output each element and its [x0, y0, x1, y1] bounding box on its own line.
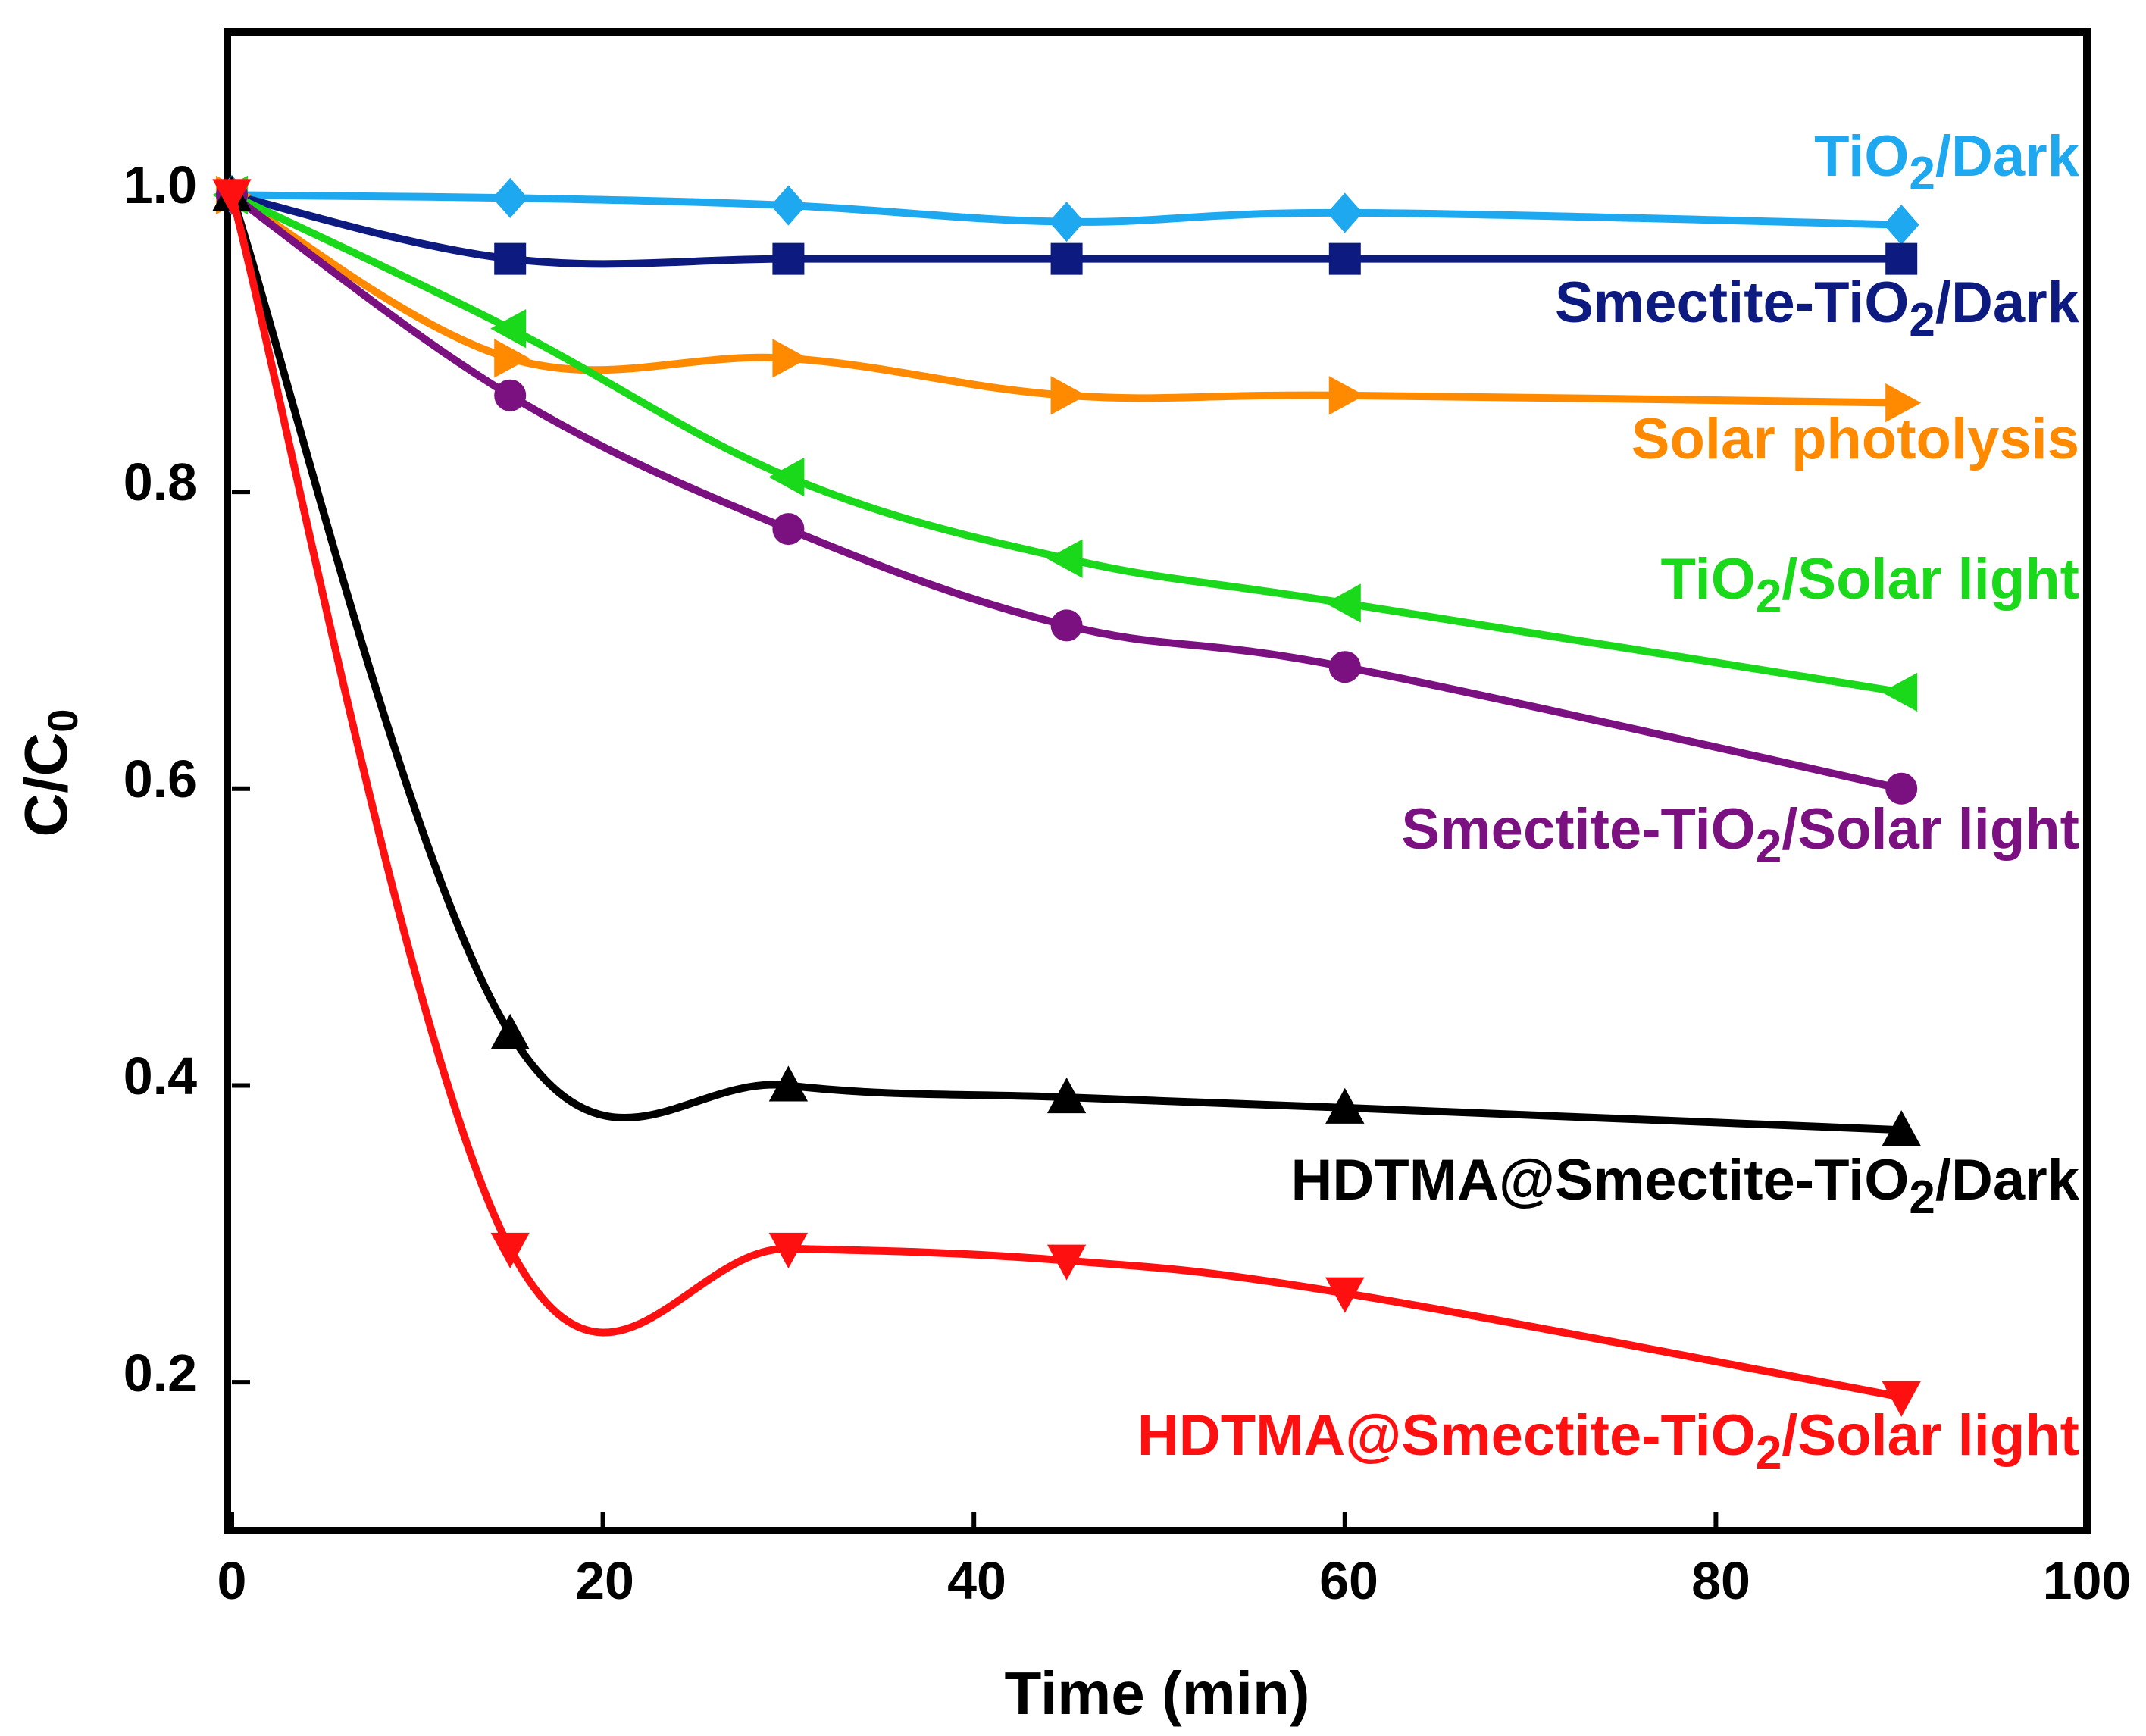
x-tick-label: 100 [2043, 1551, 2132, 1610]
x-tick-label: 80 [1691, 1551, 1750, 1610]
data-point [492, 177, 528, 218]
data-point [1883, 205, 1919, 246]
x-tick-label: 0 [217, 1551, 247, 1610]
series-label-tio2-dark: TiO2/Dark [1814, 124, 2080, 200]
series-label-hdtma-solar-light: HDTMA@Smectite-TiO2/Solar light [1137, 1403, 2079, 1479]
data-point [1882, 672, 1918, 712]
data-point [768, 1065, 809, 1102]
data-point [1050, 609, 1083, 642]
series-label-smectite-tio2-dark: Smectite-TiO2/Dark [1555, 271, 2080, 346]
series-hdtma-smectite-tio2-dark [212, 175, 1921, 1146]
data-point [490, 1232, 530, 1268]
data-point [1325, 583, 1361, 623]
series-line [228, 191, 1906, 1401]
y-tick-label: 0.2 [124, 1343, 197, 1403]
data-point [1046, 539, 1083, 578]
data-point [1046, 1078, 1087, 1114]
data-point [772, 339, 809, 378]
y-tick-labels: 0.2 0.4 0.6 0.8 1.0 [124, 155, 197, 1403]
axis-ticks [230, 192, 2089, 1531]
x-axis-title: Time (min) [1004, 1659, 1309, 1727]
data-point [1049, 202, 1084, 242]
series-solar-photolysis [216, 175, 1922, 423]
series-line [228, 191, 1906, 229]
series-layer [211, 174, 1922, 1417]
y-tick-label: 0.6 [124, 749, 197, 809]
data-point [494, 339, 530, 378]
series-line [228, 191, 1906, 696]
series-line [228, 191, 1906, 407]
y-tick-label: 0.8 [124, 452, 197, 511]
data-point [768, 1232, 809, 1268]
data-point [1885, 772, 1918, 805]
y-axis-title-main: C/C [12, 733, 80, 837]
data-point [772, 513, 805, 546]
data-point [1328, 242, 1361, 275]
series-tio2-dark [214, 174, 1919, 246]
y-tick-label: 1.0 [124, 155, 197, 214]
series-hdtma-smectite-tio2-solar-light [212, 179, 1921, 1417]
data-point [771, 185, 806, 226]
data-point [1050, 242, 1083, 275]
data-point [1885, 242, 1918, 275]
x-tick-label: 60 [1319, 1551, 1378, 1610]
data-point [494, 379, 527, 411]
data-point [1882, 1110, 1921, 1146]
data-point [490, 308, 527, 349]
data-point [1885, 383, 1922, 423]
data-point [1882, 1381, 1921, 1417]
data-point [1328, 651, 1361, 683]
series-line [228, 191, 1906, 268]
series-label-tio2-solar-light: TiO2/Solar light [1661, 547, 2079, 623]
series-label-solar-photolysis: Solar photolysis [1631, 407, 2079, 471]
series-labels: TiO2/Dark Smectite-TiO2/Dark Solar photo… [1137, 124, 2080, 1479]
data-point [1325, 1277, 1365, 1313]
x-tick-label: 40 [947, 1551, 1006, 1610]
data-point [1046, 1244, 1087, 1281]
data-point [1328, 376, 1365, 415]
y-tick-label: 0.4 [124, 1046, 197, 1106]
data-point [494, 242, 527, 275]
y-axis-title: C/C0 [12, 709, 86, 837]
plot-area [211, 28, 2091, 1534]
series-line [228, 191, 1906, 793]
plot-frame [224, 28, 2091, 1534]
data-point [212, 179, 252, 215]
x-tick-labels: 0 20 40 60 80 100 [217, 1551, 2132, 1610]
series-label-hdtma-dark: HDTMA@Smectite-TiO2/Dark [1291, 1148, 2080, 1224]
y-axis: 0.2 0.4 0.6 0.8 1.0 C/C0 [12, 155, 197, 1403]
data-point [1325, 1087, 1365, 1124]
data-point [490, 1013, 530, 1049]
y-axis-title-subscript: 0 [39, 709, 86, 733]
x-tick-label: 20 [575, 1551, 634, 1610]
data-point [1050, 376, 1087, 415]
x-axis: 0 20 40 60 80 100 Time (min) [217, 1551, 2132, 1727]
series-label-smectite-tio2-solar-light: Smectite-TiO2/Solar light [1401, 797, 2079, 873]
data-point [1327, 192, 1363, 233]
series-line [228, 191, 1906, 1134]
data-point [772, 242, 805, 275]
data-point [768, 457, 805, 497]
